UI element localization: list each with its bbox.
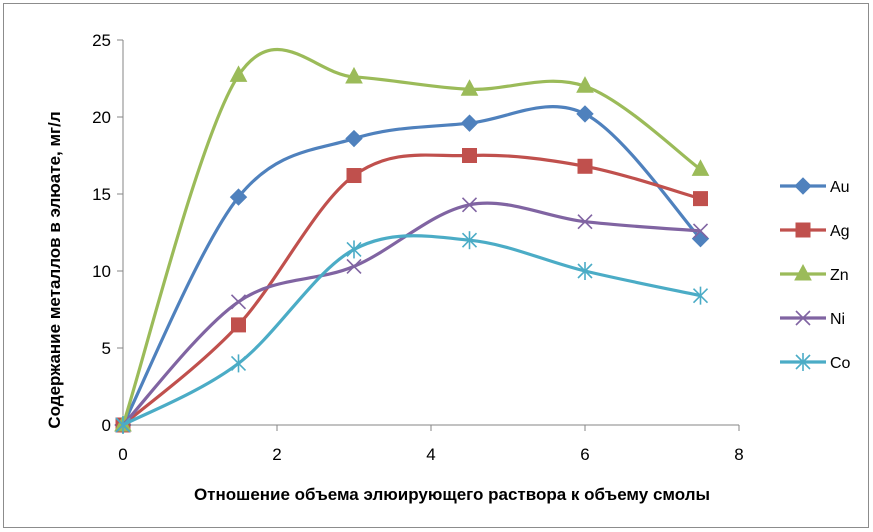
y-tick-label: 15 bbox=[92, 185, 111, 204]
data-point-co bbox=[692, 286, 709, 305]
data-point-ni bbox=[461, 197, 478, 213]
legend-label-ag: Ag bbox=[830, 223, 850, 240]
series-zn bbox=[114, 48, 710, 432]
y-axis-title: Содержание металлов в элюате, мг/л bbox=[45, 111, 64, 428]
series-co bbox=[115, 231, 709, 434]
legend-marker-ni bbox=[795, 310, 811, 326]
legend-marker-au bbox=[794, 177, 812, 195]
data-point-ag bbox=[577, 158, 593, 174]
data-point-ag bbox=[462, 148, 477, 163]
y-tick-label: 10 bbox=[92, 262, 111, 281]
series-line-ag bbox=[121, 153, 701, 427]
legend: Au Ag Zn Ni Co bbox=[780, 177, 851, 372]
marker-stroke bbox=[692, 223, 709, 239]
data-point-ag bbox=[346, 168, 362, 184]
marker-stroke bbox=[461, 197, 478, 213]
legend-label-au: Au bbox=[830, 179, 850, 196]
legend-item-au: Au bbox=[780, 177, 850, 196]
y-tick-label: 0 bbox=[102, 416, 111, 435]
data-point-co bbox=[461, 231, 478, 250]
data-point-zn bbox=[345, 66, 363, 84]
data-point-co bbox=[346, 240, 362, 259]
legend-item-ag: Ag bbox=[780, 222, 850, 240]
chart-frame bbox=[3, 3, 869, 528]
marker-stroke bbox=[346, 258, 362, 274]
x-axis-title: Отношение объема элюирующего раствора к … bbox=[194, 485, 710, 504]
marker-stroke bbox=[577, 214, 593, 230]
legend-label-zn: Zn bbox=[830, 267, 849, 284]
data-point-au bbox=[229, 188, 248, 206]
series-ag bbox=[115, 148, 708, 433]
data-point-au bbox=[576, 105, 594, 123]
data-point-ni bbox=[692, 223, 709, 239]
legend-item-co: Co bbox=[780, 353, 851, 372]
legend-marker-co bbox=[795, 353, 811, 371]
data-point-ni bbox=[230, 294, 247, 310]
series-line-co bbox=[122, 234, 701, 427]
y-tick-label: 20 bbox=[92, 108, 111, 127]
data-point-ag bbox=[231, 317, 246, 333]
x-tick-label: 6 bbox=[580, 445, 589, 464]
data-point-ni bbox=[577, 214, 593, 230]
legend-item-ni: Ni bbox=[780, 310, 845, 328]
data-point-co bbox=[577, 262, 593, 280]
data-point-zn bbox=[460, 79, 479, 96]
series-line-ni bbox=[121, 201, 701, 427]
legend-item-zn: Zn bbox=[780, 263, 849, 284]
data-point-co bbox=[115, 416, 131, 434]
marker-stroke bbox=[795, 310, 811, 326]
series-layer bbox=[114, 48, 710, 434]
legend-label-co: Co bbox=[830, 355, 851, 372]
data-point-co bbox=[230, 354, 247, 373]
data-point-zn bbox=[691, 159, 710, 176]
y-tick-label: 25 bbox=[92, 31, 111, 50]
data-point-au bbox=[460, 114, 479, 132]
legend-marker-zn bbox=[794, 263, 812, 281]
x-tick-label: 0 bbox=[118, 445, 127, 464]
series-ni bbox=[115, 197, 709, 433]
y-tick-label: 5 bbox=[102, 339, 111, 358]
data-point-ag bbox=[693, 191, 708, 207]
data-point-au bbox=[345, 129, 363, 148]
series-line-au bbox=[121, 105, 702, 426]
axes: 0 5 10 15 20 25 0 2 4 6 8 bbox=[92, 31, 744, 464]
data-point-zn bbox=[576, 76, 594, 93]
x-tick-label: 2 bbox=[272, 445, 281, 464]
x-tick-label: 8 bbox=[734, 445, 743, 464]
series-au bbox=[114, 105, 710, 434]
marker-stroke bbox=[230, 294, 247, 310]
legend-label-ni: Ni bbox=[830, 311, 845, 328]
data-point-ni bbox=[346, 258, 362, 274]
data-point-zn bbox=[229, 65, 248, 82]
x-tick-label: 4 bbox=[426, 445, 435, 464]
legend-marker-ag bbox=[795, 222, 811, 238]
